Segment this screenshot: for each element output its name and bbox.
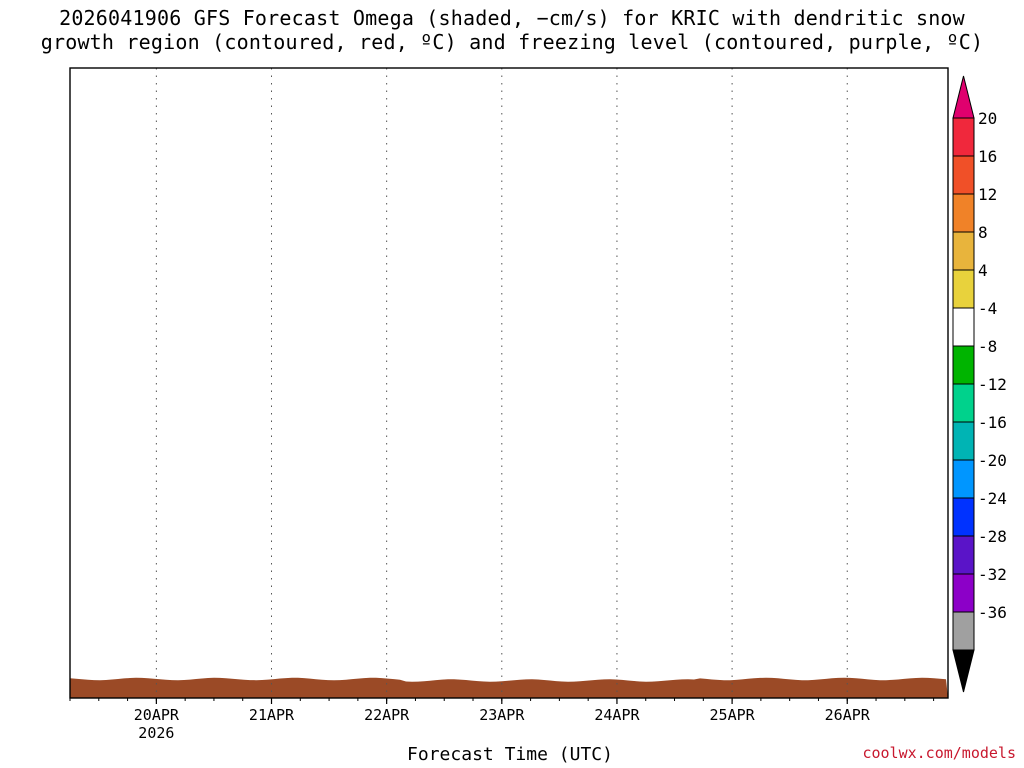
title-line-2: growth region (contoured, red, ºC) and f… — [40, 30, 984, 54]
colorbar-segment — [952, 117, 975, 157]
x-tick-label: 21APR — [249, 706, 295, 724]
colorbar-label: -16 — [978, 413, 1007, 432]
colorbar-segment — [952, 269, 975, 309]
colorbar-label: -36 — [978, 603, 1007, 622]
x-tick-label: 24APR — [594, 706, 640, 724]
colorbar: 20 16 12 8 4 -4 -8 -12 -16 -20 -24 -28 -32 -36 — [952, 75, 1007, 693]
colorbar-label: -20 — [978, 451, 1007, 470]
colorbar-segment — [952, 231, 975, 271]
credit-link[interactable]: coolwx.com/models — [862, 744, 1016, 762]
x-tick-label: 23APR — [479, 706, 525, 724]
x-axis-title: Forecast Time (UTC) — [407, 744, 613, 765]
colorbar-segment — [952, 307, 975, 347]
x-tick-label: 26APR — [825, 706, 871, 724]
x-tick-label: 20APR — [134, 706, 180, 724]
colorbar-segment — [952, 421, 975, 461]
colorbar-segment — [952, 459, 975, 499]
colorbar-label: -4 — [978, 299, 997, 318]
colorbar-label: -24 — [978, 489, 1007, 508]
plot-frame — [69, 67, 949, 699]
plot-background — [70, 68, 948, 698]
grid — [155, 68, 848, 698]
colorbar-segment — [952, 345, 975, 385]
colorbar-label: -12 — [978, 375, 1007, 394]
colorbar-segment — [952, 611, 975, 651]
ground-terrain — [70, 677, 948, 698]
colorbar-segment — [952, 535, 975, 575]
colorbar-bottom-arrow — [952, 649, 975, 693]
chart-title: 2026041906 GFS Forecast Omega (shaded, −… — [0, 6, 1024, 54]
colorbar-segment — [952, 573, 975, 613]
x-tick-sublabel: 2026 — [138, 724, 174, 742]
x-tick-label: 25APR — [710, 706, 756, 724]
colorbar-label: -8 — [978, 337, 997, 356]
plot-border — [69, 67, 949, 699]
x-tick-label: 22APR — [364, 706, 410, 724]
colorbar-segment — [952, 497, 975, 537]
colorbar-label: 4 — [978, 261, 988, 280]
colorbar-label: -32 — [978, 565, 1007, 584]
colorbar-label: 20 — [978, 109, 997, 128]
colorbar-label: -28 — [978, 527, 1007, 546]
colorbar-top-arrow — [952, 75, 975, 119]
colorbar-label: 8 — [978, 223, 988, 242]
colorbar-segment — [952, 155, 975, 195]
colorbar-label: 16 — [978, 147, 997, 166]
title-line-1: 2026041906 GFS Forecast Omega (shaded, −… — [59, 6, 965, 30]
colorbar-segment — [952, 383, 975, 423]
ground-fill — [70, 677, 948, 698]
plot-area — [70, 68, 948, 698]
colorbar-label: 12 — [978, 185, 997, 204]
colorbar-segment — [952, 193, 975, 233]
